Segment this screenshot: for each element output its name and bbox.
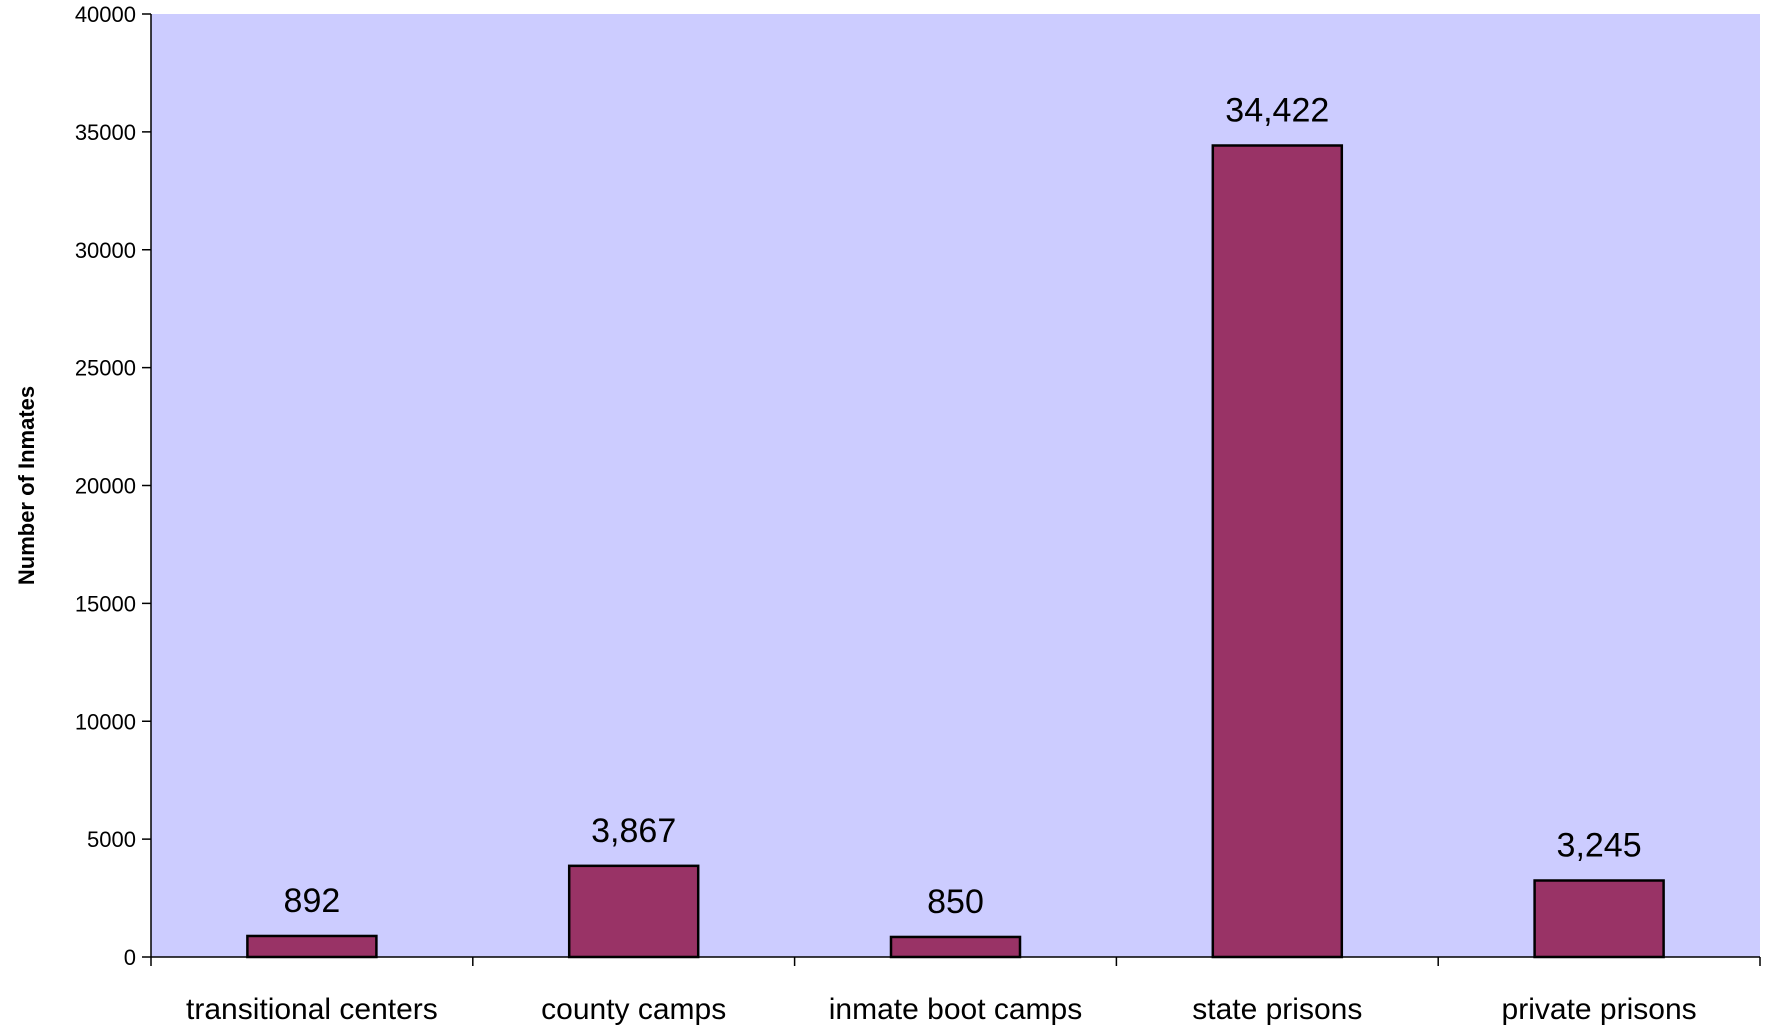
y-tick-label: 20000: [75, 474, 136, 499]
bar-data-label: 892: [284, 882, 341, 920]
x-tick-label: inmate boot camps: [829, 993, 1082, 1026]
x-tick-label: private prisons: [1502, 993, 1697, 1026]
data-labels-group: 892 3,867 850 34,422 3,245: [284, 92, 1642, 921]
bar-data-label: 34,422: [1225, 92, 1329, 130]
plot-area: [151, 14, 1760, 957]
bar: [1211, 144, 1344, 959]
x-axis: transitional centers county camps inmate b…: [150, 956, 1761, 1026]
y-tick-label: 0: [124, 945, 136, 970]
y-tick-label: 10000: [75, 709, 136, 734]
x-tick-label: state prisons: [1192, 993, 1362, 1026]
bar: [246, 934, 378, 959]
x-tick-label: transitional centers: [186, 993, 438, 1026]
y-axis-title: Number of Inmates: [14, 386, 39, 585]
y-axis: 0 5000 10000 15000 20000 25000 30000 35000 40000: [75, 2, 152, 970]
bar: [889, 935, 1022, 959]
bar-data-label: 3,867: [591, 812, 676, 850]
y-tick-label: 25000: [75, 356, 136, 381]
bars-group: [246, 144, 1665, 959]
bar: [567, 864, 700, 959]
x-tick-label: county camps: [541, 993, 726, 1026]
y-tick-label: 5000: [87, 827, 136, 852]
bar-data-label: 3,245: [1557, 826, 1642, 864]
bar-data-label: 850: [927, 883, 984, 921]
y-tick-label: 15000: [75, 591, 136, 616]
bar: [1533, 879, 1665, 959]
y-tick-label: 30000: [75, 238, 136, 263]
y-tick-label: 40000: [75, 2, 136, 27]
y-tick-label: 35000: [75, 120, 136, 145]
